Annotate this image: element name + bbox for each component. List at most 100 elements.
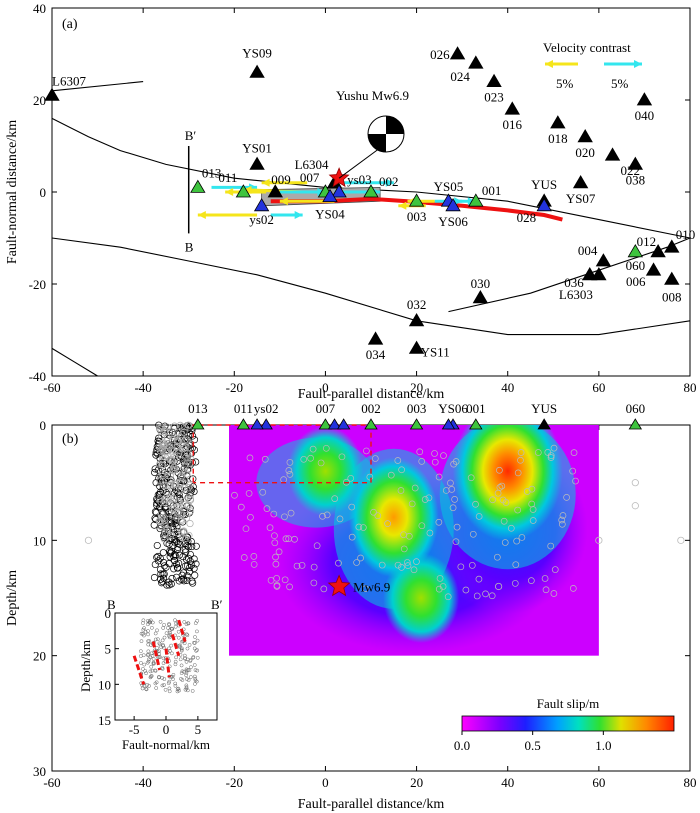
station-label: YS05 bbox=[434, 179, 464, 194]
station-label: 007 bbox=[316, 401, 336, 416]
aftershock bbox=[514, 469, 522, 477]
epicenter-star bbox=[328, 167, 350, 188]
inset-y-tick-label: 10 bbox=[98, 677, 111, 692]
aftershock bbox=[159, 570, 167, 578]
x-tick-label: 20 bbox=[410, 775, 423, 790]
aftershock bbox=[163, 581, 171, 589]
aftershock bbox=[263, 505, 271, 513]
aftershock bbox=[512, 561, 520, 569]
inset-aftershock bbox=[178, 643, 182, 648]
station-label: 002 bbox=[379, 174, 399, 189]
aftershock bbox=[452, 458, 460, 465]
x-tick-label: 60 bbox=[592, 775, 605, 790]
hypocenter-star bbox=[327, 574, 351, 597]
x-tick-label: -20 bbox=[226, 380, 243, 395]
aftershock bbox=[182, 555, 191, 564]
inset-panel: -5 0 5 0 5 10 15 B B′ Fault-normal/km Depth/km bbox=[78, 597, 223, 752]
aftershock bbox=[513, 537, 521, 545]
fault-trace bbox=[51, 237, 691, 336]
station-marker bbox=[486, 73, 502, 87]
aftershock bbox=[307, 454, 314, 462]
station-label: 040 bbox=[635, 108, 655, 123]
inset-aftershock bbox=[188, 658, 193, 662]
aftershock bbox=[167, 492, 175, 500]
inset-aftershock bbox=[142, 633, 146, 638]
aftershock bbox=[169, 467, 177, 475]
aftershock bbox=[310, 579, 318, 587]
x-tick-label: 0 bbox=[322, 380, 329, 395]
aftershock bbox=[150, 574, 159, 582]
legend-item: 5% bbox=[556, 76, 574, 91]
aftershock bbox=[160, 562, 168, 570]
aftershock bbox=[170, 422, 179, 430]
section-label-bottom: B bbox=[185, 239, 194, 254]
inset-aftershock bbox=[150, 620, 155, 625]
colorbar-tick-label: 0.0 bbox=[454, 738, 470, 753]
station-label: 018 bbox=[548, 131, 568, 146]
station-label: 001 bbox=[482, 183, 502, 198]
inset-fault-segment bbox=[132, 655, 146, 685]
aftershock bbox=[285, 535, 293, 543]
aftershock bbox=[156, 447, 164, 455]
inset-aftershock bbox=[138, 649, 143, 654]
station-marker bbox=[537, 418, 551, 430]
aftershock bbox=[347, 474, 355, 482]
inset-aftershock bbox=[160, 665, 165, 670]
panel-label: (b) bbox=[62, 432, 79, 447]
aftershock bbox=[167, 451, 175, 459]
y-tick-label: 0 bbox=[40, 185, 47, 200]
aftershock bbox=[435, 518, 443, 526]
aftershock bbox=[167, 445, 175, 453]
inset-frame bbox=[114, 612, 218, 721]
section-label-top: B′ bbox=[185, 128, 197, 143]
inset-fault-segment bbox=[177, 619, 187, 642]
station-marker bbox=[664, 271, 680, 285]
inset-aftershock bbox=[193, 621, 198, 626]
inset-aftershock bbox=[139, 661, 143, 665]
inset-aftershock bbox=[167, 622, 171, 626]
inset-aftershock bbox=[193, 676, 198, 681]
inset-aftershock bbox=[161, 644, 165, 648]
aftershock bbox=[267, 576, 275, 584]
aftershock bbox=[286, 459, 294, 466]
station-label: ys02 bbox=[254, 401, 279, 416]
inset-aftershock bbox=[182, 653, 187, 658]
station-label: YUS bbox=[531, 177, 557, 192]
y-tick-label: -20 bbox=[29, 277, 46, 292]
station-marker bbox=[409, 418, 424, 430]
aftershock bbox=[271, 539, 279, 547]
station-label: 038 bbox=[626, 172, 646, 187]
inset-aftershock bbox=[162, 677, 167, 681]
aftershock bbox=[298, 561, 306, 569]
aftershock bbox=[158, 423, 166, 431]
aftershock bbox=[343, 478, 350, 486]
aftershock bbox=[167, 480, 175, 488]
station-marker bbox=[591, 267, 607, 281]
station-marker bbox=[577, 129, 593, 143]
station-label: 002 bbox=[361, 401, 381, 416]
aftershock bbox=[467, 474, 475, 482]
aftershock bbox=[418, 522, 426, 530]
aftershock bbox=[159, 574, 168, 582]
station-label: ys03 bbox=[347, 172, 372, 187]
aftershock bbox=[153, 553, 161, 561]
aftershock bbox=[558, 520, 566, 528]
inset-aftershock bbox=[162, 635, 167, 640]
aftershock bbox=[176, 487, 184, 495]
inset-aftershock bbox=[144, 687, 149, 692]
aftershock bbox=[449, 504, 457, 512]
inset-aftershock bbox=[187, 643, 192, 647]
station-marker bbox=[327, 418, 342, 430]
aftershock bbox=[411, 484, 419, 492]
aftershock bbox=[348, 503, 356, 511]
inset-aftershock bbox=[195, 629, 199, 634]
inset-aftershock bbox=[192, 663, 197, 667]
arrow-head bbox=[261, 178, 270, 187]
aftershock bbox=[166, 443, 174, 451]
aftershock bbox=[174, 436, 182, 444]
inset-aftershock bbox=[195, 648, 199, 652]
aftershock bbox=[517, 449, 525, 456]
aftershock bbox=[185, 568, 194, 576]
station-label: 020 bbox=[575, 145, 595, 160]
focal-label: Yushu Mw6.9 bbox=[336, 88, 409, 103]
